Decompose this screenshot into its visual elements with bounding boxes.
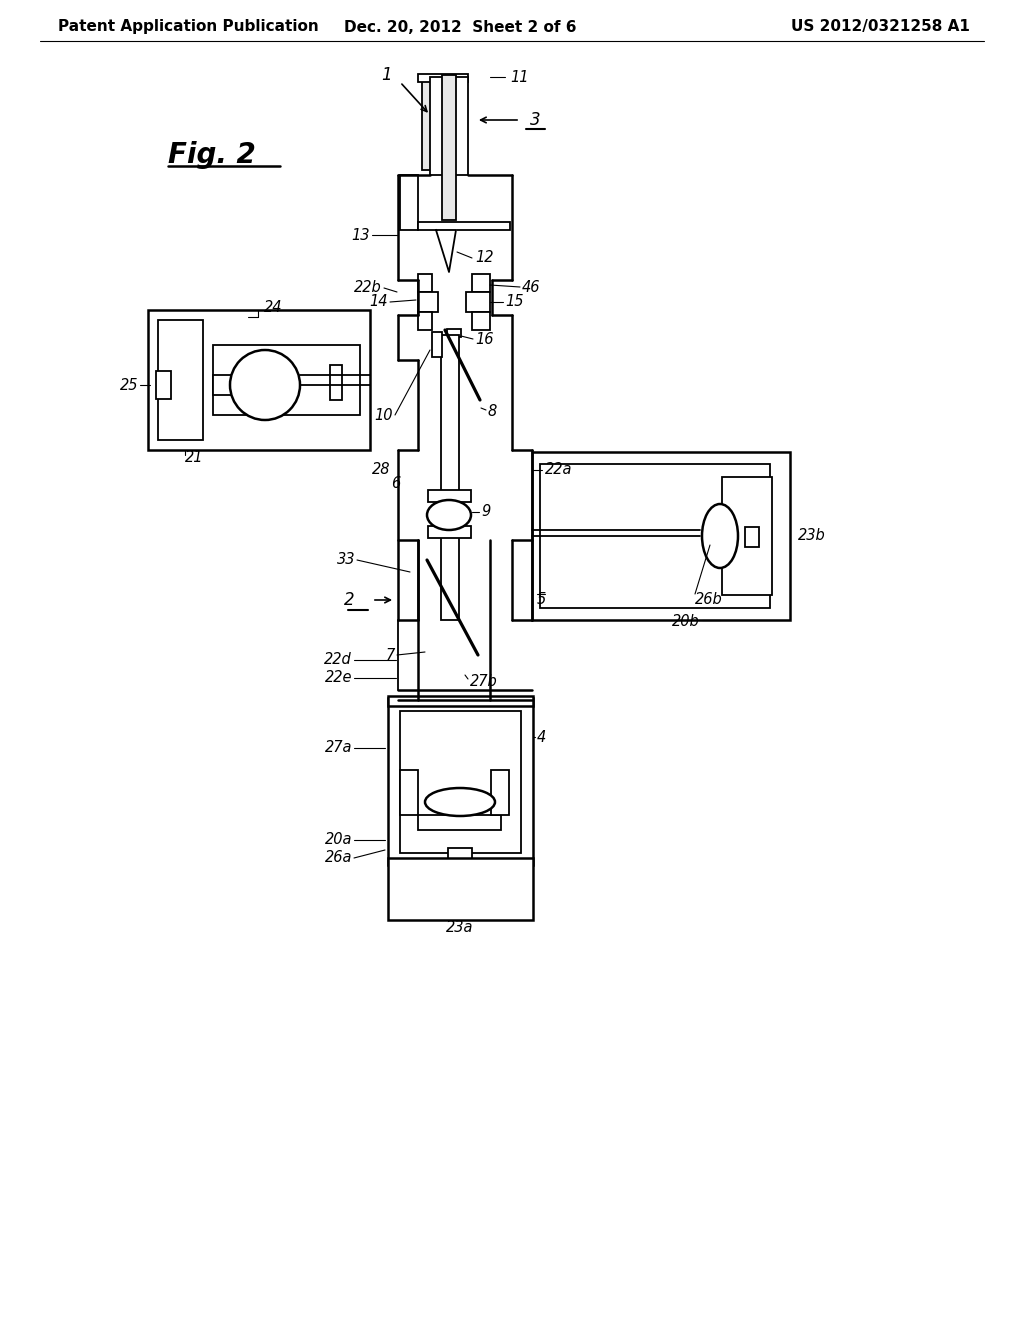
Text: 22a: 22a xyxy=(545,462,572,478)
Bar xyxy=(418,222,510,230)
Text: 26b: 26b xyxy=(695,593,723,607)
Bar xyxy=(722,477,772,595)
Ellipse shape xyxy=(230,350,300,420)
Text: 24: 24 xyxy=(264,301,283,315)
Text: 25: 25 xyxy=(120,378,138,392)
Ellipse shape xyxy=(425,788,495,816)
Text: 22b: 22b xyxy=(354,281,382,296)
Bar xyxy=(490,770,509,814)
Bar xyxy=(472,312,490,330)
Text: 5: 5 xyxy=(537,593,546,607)
Text: 27a: 27a xyxy=(325,741,352,755)
Ellipse shape xyxy=(702,504,738,568)
Text: 8: 8 xyxy=(488,404,498,420)
Text: 1: 1 xyxy=(381,66,392,84)
Bar xyxy=(388,698,534,865)
Text: 23a: 23a xyxy=(446,920,474,936)
Bar xyxy=(428,525,471,539)
Text: US 2012/0321258 A1: US 2012/0321258 A1 xyxy=(792,20,970,34)
Bar xyxy=(388,858,534,920)
Bar xyxy=(442,75,456,220)
Bar xyxy=(432,333,442,356)
Bar xyxy=(472,275,490,292)
Bar xyxy=(449,81,458,170)
Bar xyxy=(428,490,471,502)
Text: 20b: 20b xyxy=(672,615,700,630)
Text: Dec. 20, 2012  Sheet 2 of 6: Dec. 20, 2012 Sheet 2 of 6 xyxy=(344,20,577,34)
Bar xyxy=(213,375,243,395)
Bar xyxy=(156,371,171,399)
Bar xyxy=(540,465,770,609)
Polygon shape xyxy=(436,230,456,272)
Bar xyxy=(158,319,203,440)
Bar xyxy=(745,527,759,546)
Text: 11: 11 xyxy=(510,70,528,84)
Bar xyxy=(330,366,342,400)
Bar xyxy=(148,310,370,450)
Text: 22e: 22e xyxy=(325,671,352,685)
Text: 3: 3 xyxy=(530,111,541,129)
Bar xyxy=(430,77,468,176)
Text: 7: 7 xyxy=(386,648,395,663)
Text: 26a: 26a xyxy=(325,850,352,866)
Text: 23b: 23b xyxy=(798,528,825,544)
Text: 2: 2 xyxy=(344,591,355,609)
Text: 22d: 22d xyxy=(325,652,352,668)
Bar xyxy=(400,770,418,814)
Text: 28: 28 xyxy=(372,462,390,478)
Text: 15: 15 xyxy=(505,294,523,309)
Bar xyxy=(532,451,790,620)
Ellipse shape xyxy=(427,500,471,531)
Text: 12: 12 xyxy=(475,251,494,265)
Bar xyxy=(388,696,534,706)
Bar xyxy=(447,329,461,337)
Bar xyxy=(400,711,521,853)
Text: 6: 6 xyxy=(391,477,400,491)
Bar xyxy=(449,847,472,861)
Text: Fig. 2: Fig. 2 xyxy=(168,141,256,169)
Text: 21: 21 xyxy=(185,450,204,466)
Bar xyxy=(398,862,523,909)
Text: Patent Application Publication: Patent Application Publication xyxy=(58,20,318,34)
Text: 4: 4 xyxy=(537,730,546,744)
Text: 13: 13 xyxy=(351,227,370,243)
Bar xyxy=(441,335,459,620)
Text: 20a: 20a xyxy=(325,833,352,847)
Bar xyxy=(418,312,432,330)
Bar xyxy=(418,74,468,82)
Text: 10: 10 xyxy=(375,408,393,422)
Bar xyxy=(422,81,432,170)
Bar xyxy=(418,275,432,292)
Bar xyxy=(418,814,501,830)
Text: 14: 14 xyxy=(370,294,388,309)
Bar xyxy=(418,292,438,312)
Bar xyxy=(213,345,360,414)
Bar xyxy=(400,176,418,230)
Text: 33: 33 xyxy=(337,553,355,568)
Text: 9: 9 xyxy=(481,504,490,520)
Text: 16: 16 xyxy=(475,333,494,347)
Text: 46: 46 xyxy=(522,281,541,296)
Bar xyxy=(466,292,490,312)
Text: 27b: 27b xyxy=(470,675,498,689)
